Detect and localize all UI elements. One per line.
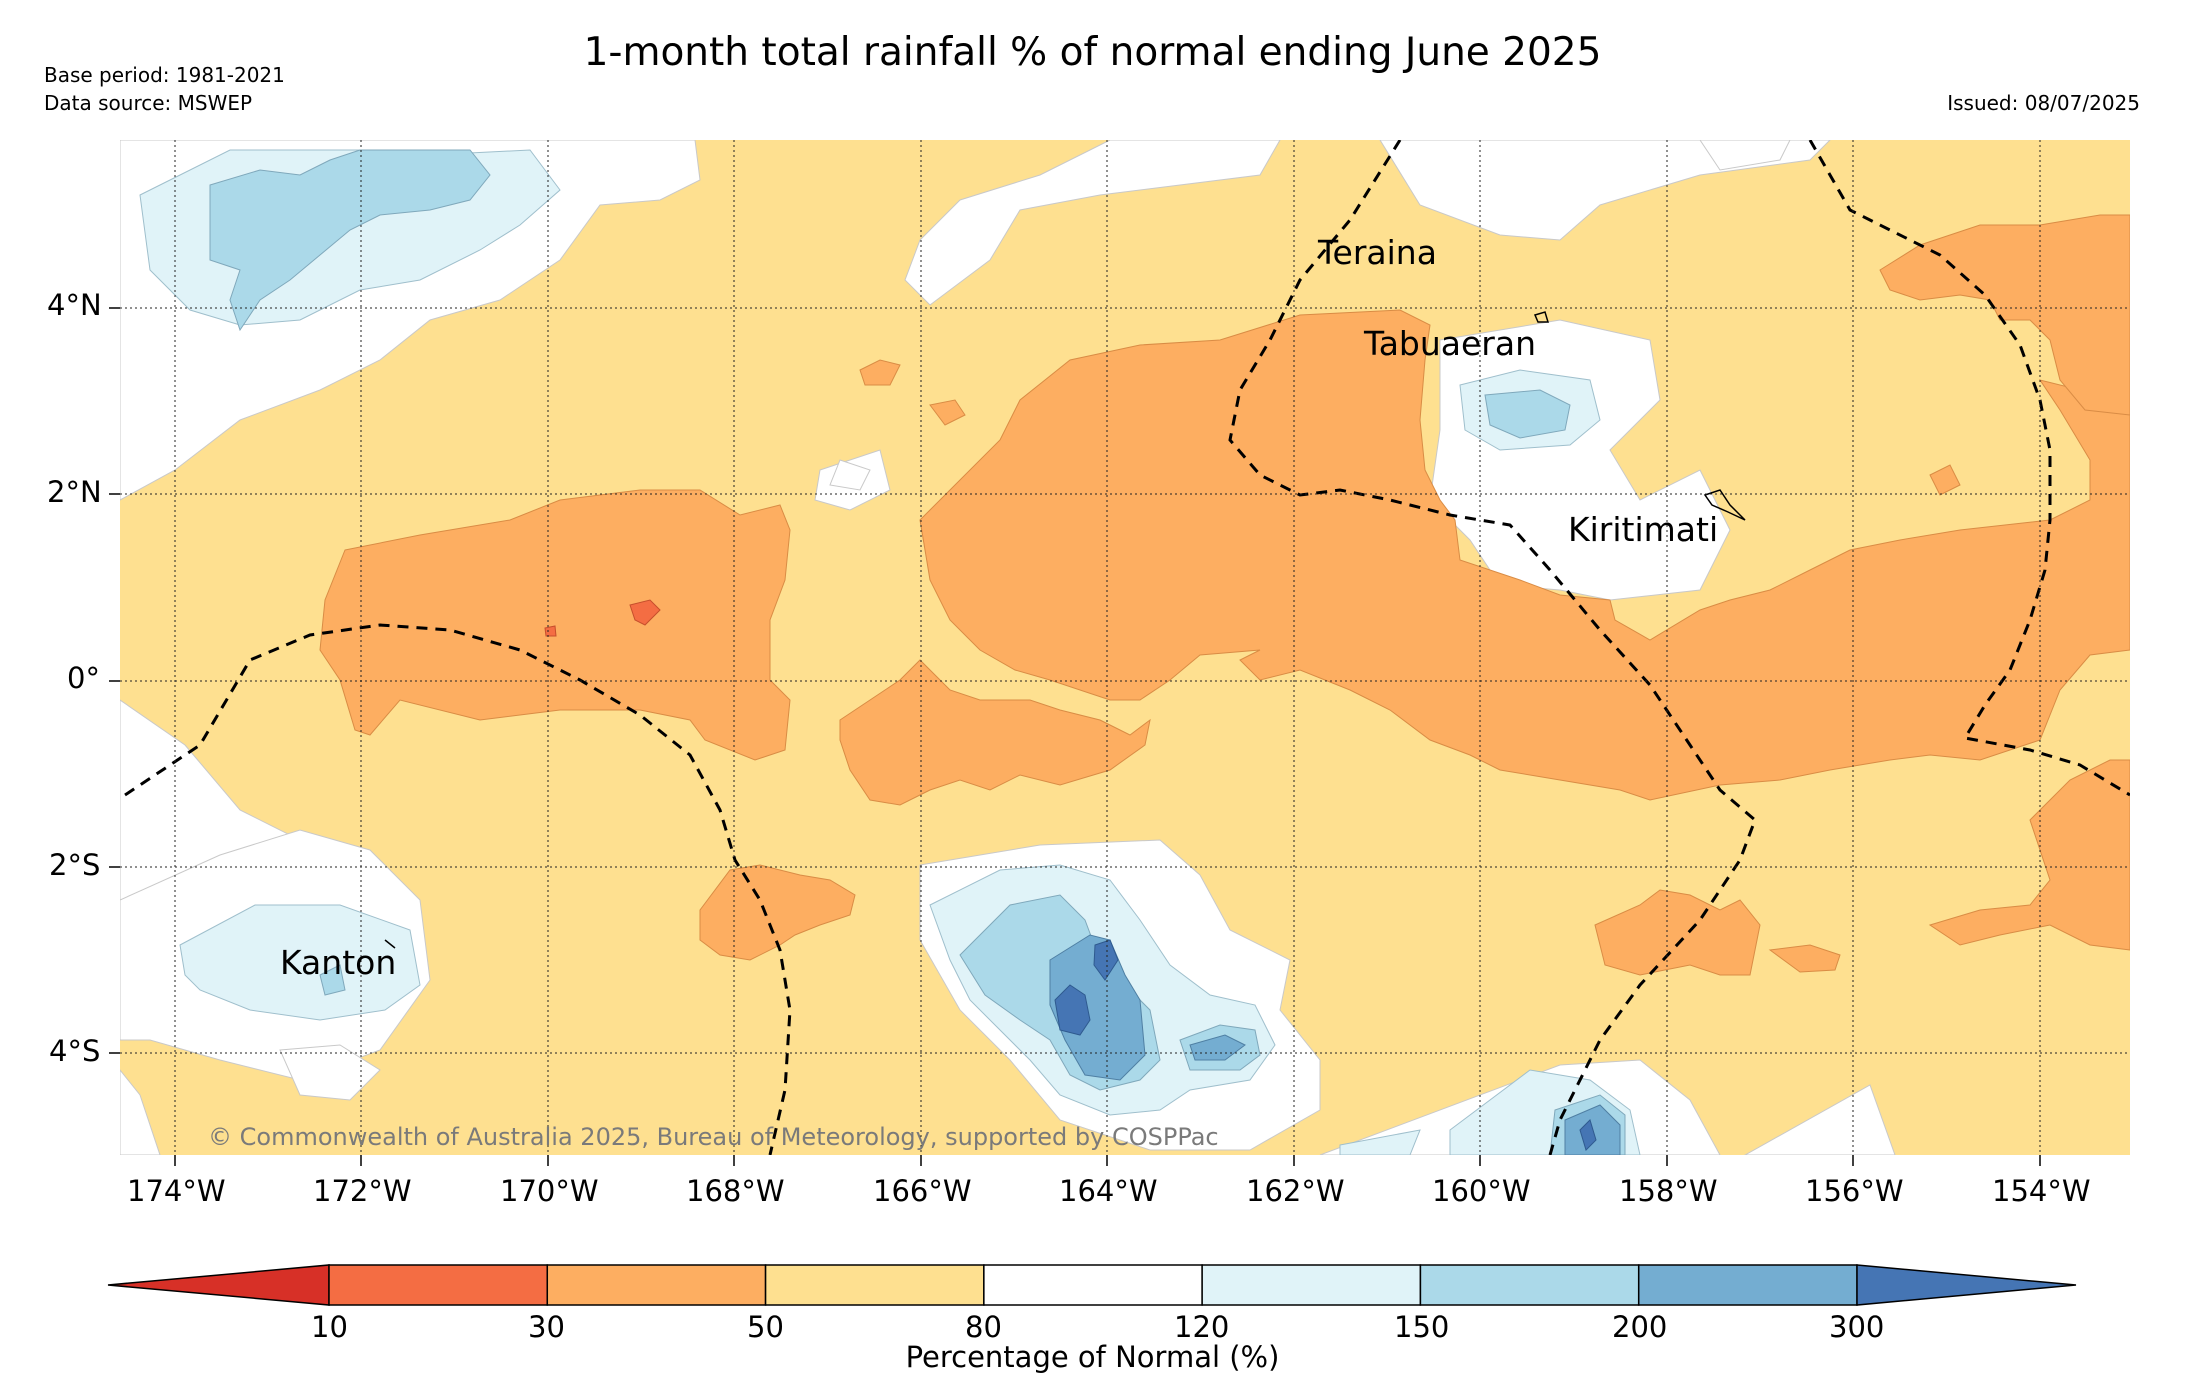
place-label-tabuaeran: Tabuaeran: [1364, 324, 1537, 363]
map-title: 1-month total rainfall % of normal endin…: [583, 30, 1602, 75]
colorbar-cell-150-200: [1419, 1264, 1640, 1306]
eez-boundaries: [124, 140, 2130, 1155]
colorbar-cell-10-30: [328, 1264, 549, 1306]
island-outlines: [384, 311, 1746, 949]
place-label-kiritimati: Kiritimati: [1568, 510, 1719, 549]
rainfall-regions-10-30: [544, 599, 661, 637]
colorbar-cell-80-120: [983, 1264, 1203, 1306]
colorbar-title: Percentage of Normal (%): [905, 1340, 1280, 1374]
map-panel: [120, 140, 2130, 1155]
colorbar-extend-low: [107, 1264, 330, 1306]
colorbar-label-30: 30: [528, 1310, 565, 1344]
lon-label-166w: 166°W: [873, 1174, 972, 1208]
lon-label-174w: 174°W: [127, 1174, 226, 1208]
rainfall-regions-above-300: [1054, 939, 1597, 1151]
colorbar-cell-30-50: [546, 1264, 767, 1306]
colorbar: [107, 1264, 2077, 1306]
axis-ticks: [109, 307, 2041, 1166]
base-period-text: Base period: 1981-2021: [44, 63, 285, 87]
colorbar-cell-50-80: [764, 1264, 985, 1306]
place-label-kanton: Kanton: [280, 943, 397, 982]
lon-label-170w: 170°W: [500, 1174, 599, 1208]
lat-label-2s: 2°S: [49, 848, 101, 882]
colorbar-label-80: 80: [965, 1310, 1002, 1344]
lat-label-2n: 2°N: [47, 475, 102, 509]
lat-label-4n: 4°N: [47, 288, 102, 322]
lon-label-154w: 154°W: [1992, 1174, 2091, 1208]
lon-label-160w: 160°W: [1432, 1174, 1531, 1208]
colorbar-cell-120-150: [1201, 1264, 1422, 1306]
issued-date-text: Issued: 08/07/2025: [1947, 91, 2140, 115]
copyright-notice: © Commonwealth of Australia 2025, Bureau…: [208, 1123, 1219, 1151]
data-source-text: Data source: MSWEP: [44, 91, 253, 115]
colorbar-label-200: 200: [1612, 1310, 1668, 1344]
graticule: [120, 140, 2130, 1155]
rainfall-regions-30-50: [319, 214, 2130, 976]
lon-label-156w: 156°W: [1805, 1174, 1904, 1208]
colorbar-cell-200-300: [1637, 1264, 1858, 1306]
colorbar-label-300: 300: [1829, 1310, 1885, 1344]
colorbar-cells: [328, 1264, 1858, 1306]
place-label-teraina: Teraina: [1318, 233, 1437, 272]
lat-label-4s: 4°S: [49, 1034, 101, 1068]
lon-label-158w: 158°W: [1619, 1174, 1718, 1208]
colorbar-label-150: 150: [1394, 1310, 1450, 1344]
lon-label-162w: 162°W: [1246, 1174, 1345, 1208]
lon-label-172w: 172°W: [313, 1174, 412, 1208]
colorbar-label-50: 50: [747, 1310, 784, 1344]
lat-label-0: 0°: [67, 661, 100, 695]
colorbar-label-10: 10: [311, 1310, 348, 1344]
colorbar-extend-high: [1856, 1264, 2077, 1306]
lon-label-168w: 168°W: [686, 1174, 785, 1208]
colorbar-label-120: 120: [1174, 1310, 1230, 1344]
lon-label-164w: 164°W: [1059, 1174, 1158, 1208]
rainfall-regions-200-300: [1049, 934, 1621, 1155]
